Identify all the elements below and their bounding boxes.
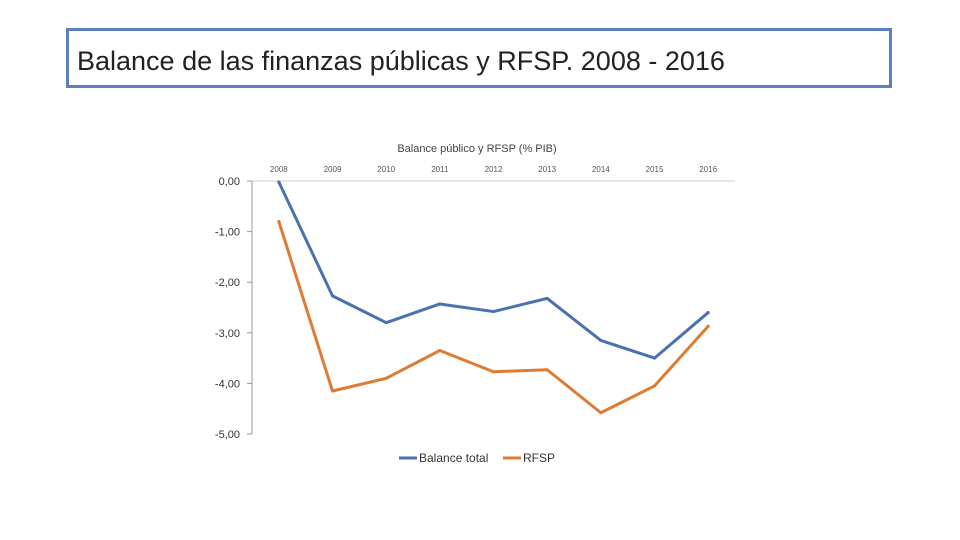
x-tick-label: 2012	[485, 165, 503, 174]
data-point	[277, 180, 281, 184]
data-point	[545, 296, 549, 300]
data-point	[384, 376, 388, 380]
data-point	[492, 370, 495, 374]
data-point	[599, 338, 603, 342]
data-point	[706, 324, 710, 328]
data-point	[545, 368, 549, 372]
data-point	[653, 356, 656, 360]
slide-title-box: Balance de las finanzas públicas y RFSP.…	[66, 28, 892, 88]
data-point	[706, 311, 710, 315]
legend-label: RFSP	[523, 451, 555, 465]
x-tick-label: 2009	[324, 165, 342, 174]
x-tick-label: 2013	[538, 165, 556, 174]
data-point	[384, 321, 388, 325]
data-point	[277, 219, 281, 223]
data-point	[653, 384, 656, 388]
x-tick-label: 2014	[592, 165, 610, 174]
data-point	[438, 302, 442, 306]
slide-title: Balance de las finanzas públicas y RFSP.…	[77, 46, 725, 76]
data-point	[331, 294, 334, 298]
series-line-1	[277, 180, 710, 360]
y-tick-label: 0,00	[219, 176, 240, 188]
legend-label: Balance total	[419, 451, 488, 465]
x-tick-label: 2008	[270, 165, 288, 174]
data-point	[331, 389, 334, 393]
x-tick-label: 2016	[699, 165, 717, 174]
y-tick-label: -3,00	[215, 328, 240, 340]
y-tick-label: -2,00	[215, 277, 240, 289]
y-tick-label: -1,00	[215, 227, 240, 239]
x-tick-label: 2011	[431, 165, 449, 174]
x-tick-label: 2010	[377, 165, 395, 174]
series-line-2	[277, 219, 710, 415]
data-point	[599, 411, 603, 415]
data-point	[492, 310, 495, 314]
y-tick-label: -5,00	[215, 429, 240, 441]
chart-title: Balance público y RFSP (% PIB)	[397, 143, 556, 155]
x-tick-label: 2015	[646, 165, 664, 174]
y-tick-label: -4,00	[215, 378, 240, 390]
data-point	[438, 349, 442, 353]
